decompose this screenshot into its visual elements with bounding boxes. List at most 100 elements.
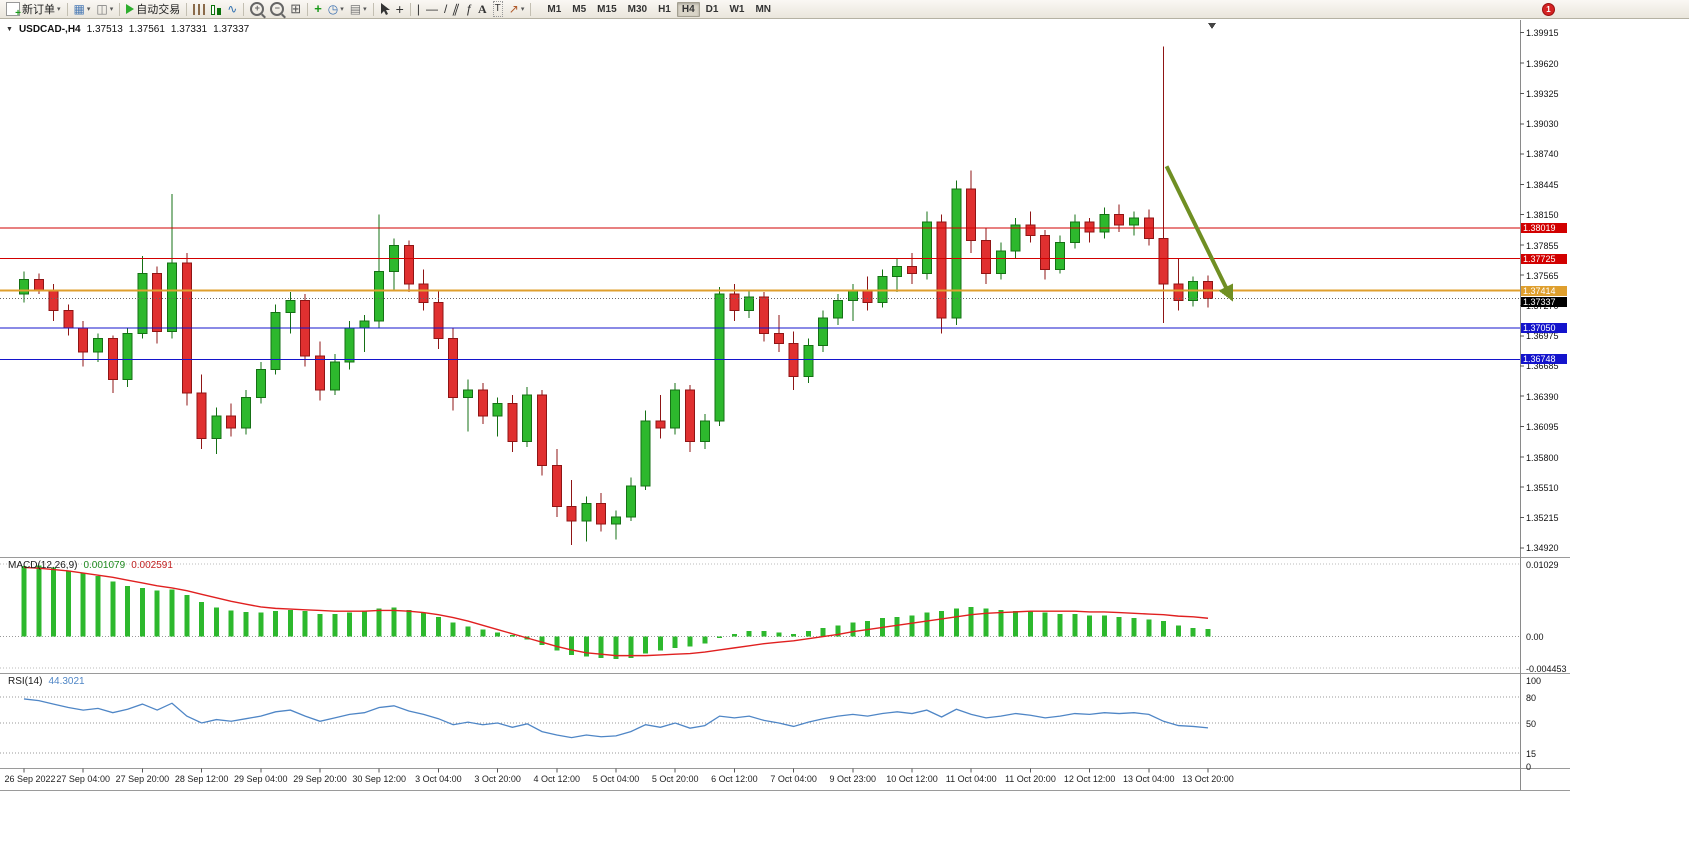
timeframe-toolbar: M1 M5 M15 M30 H1 H4 D1 W1 MN xyxy=(542,1,776,17)
macd-scale-label: 0.00 xyxy=(1526,632,1544,643)
time-axis-label: 13 Oct 20:00 xyxy=(1182,774,1234,784)
time-axis-label: 26 Sep 2022 xyxy=(4,774,56,784)
zoom-out-button[interactable]: − xyxy=(267,1,287,18)
fibonacci-button[interactable]: ƒ xyxy=(462,1,475,18)
rsi-value: 44.3021 xyxy=(48,676,85,687)
autotrade-label: 自动交易 xyxy=(136,4,181,16)
text-button[interactable]: A xyxy=(475,1,490,18)
macd-signal-value: 0.002591 xyxy=(131,560,173,571)
line-chart-button[interactable]: ∿ xyxy=(224,1,240,18)
time-axis-label: 27 Sep 20:00 xyxy=(115,774,170,784)
label-button[interactable]: T xyxy=(490,1,506,18)
fibonacci-icon: ƒ xyxy=(465,2,472,16)
chevron-down-icon: ▾ xyxy=(363,6,367,13)
chart-plot[interactable] xyxy=(0,20,1570,792)
arrows-button[interactable]: ↗ ▾ xyxy=(506,1,528,18)
macd-main-value: 0.001079 xyxy=(83,560,126,571)
cursor-button[interactable] xyxy=(377,1,393,18)
timeframe-button-d1[interactable]: D1 xyxy=(705,3,719,15)
timeframe-button-w1[interactable]: W1 xyxy=(729,3,745,15)
channel-icon: ∥ xyxy=(451,2,462,16)
price-axis-label: 1.38445 xyxy=(1526,179,1559,190)
zoom-out-icon: − xyxy=(270,2,285,16)
ohlc-low: 1.37331 xyxy=(170,24,208,35)
rsi-scale-label: 0 xyxy=(1526,761,1532,772)
zoom-in-button[interactable]: + xyxy=(247,1,267,18)
new-chart-icon: ▦ xyxy=(73,2,85,16)
time-axis-label: 5 Oct 04:00 xyxy=(592,774,640,784)
time-axis[interactable]: 26 Sep 2022 27 Sep 04:00 27 Sep 20:00 28 Se… xyxy=(0,769,1570,791)
price-scale[interactable]: 1.39915 1.39620 1.39325 1.39030 1.38740 1.384… xyxy=(1520,20,1570,772)
price-axis-label: 1.39915 xyxy=(1526,28,1559,39)
timeframe-button-h4[interactable]: H4 xyxy=(676,1,700,17)
tile-windows-button[interactable]: ⊞ xyxy=(287,1,304,18)
price-axis-label: 1.38740 xyxy=(1526,149,1559,160)
toolbar-separator xyxy=(372,2,374,16)
macd-label: MACD(12,26,9) xyxy=(8,560,78,571)
chart-window[interactable]: ▼ USDCAD-,H4 1.37513 1.37561 1.37331 1.3… xyxy=(0,20,1570,792)
zoom-in-icon: + xyxy=(250,2,265,16)
new-order-button[interactable]: 新订单 ▾ xyxy=(3,1,64,19)
crosshair-button[interactable]: + xyxy=(393,1,407,18)
chevron-down-icon: ▾ xyxy=(109,6,114,13)
trendline-button[interactable]: / xyxy=(441,1,450,18)
arrow-icon: ↗ xyxy=(508,2,519,16)
macd-histogram xyxy=(21,565,1211,660)
timeframe-button-h1[interactable]: H1 xyxy=(658,3,671,15)
macd-scale-label: 0.01029 xyxy=(1526,559,1559,570)
autotrade-button[interactable]: 自动交易 xyxy=(123,1,183,18)
price-axis-label: 1.36390 xyxy=(1526,391,1559,402)
panel-resize-handle[interactable] xyxy=(0,555,1570,559)
panel-resize-handle[interactable] xyxy=(0,671,1570,675)
collapse-icon[interactable]: ▼ xyxy=(6,26,13,33)
new-chart-button[interactable]: ▦ ▾ xyxy=(71,1,94,18)
play-icon xyxy=(126,4,135,14)
price-axis-label: 1.35510 xyxy=(1526,482,1559,493)
timeframe-button-mn[interactable]: MN xyxy=(755,3,772,15)
toolbar-separator xyxy=(243,2,245,16)
level-price-badge: 1.38019 xyxy=(1521,223,1567,234)
price-axis-label: 1.37855 xyxy=(1526,240,1559,251)
profiles-button[interactable]: ◫ ▾ xyxy=(93,1,116,18)
rsi-label: RSI(14) xyxy=(8,676,43,687)
time-axis-label: 6 Oct 12:00 xyxy=(711,774,758,784)
vertical-line-button[interactable]: | xyxy=(414,1,423,18)
macd-signal-line xyxy=(23,566,1209,657)
bar-chart-button[interactable] xyxy=(190,1,208,18)
trend-arrow-annotation[interactable] xyxy=(1164,165,1234,302)
chevron-down-icon: ▾ xyxy=(57,6,61,13)
periods-button[interactable]: ◷ ▾ xyxy=(325,1,347,18)
macd-header: MACD(12,26,9) 0.001079 0.002591 xyxy=(8,560,173,571)
time-axis-label: 3 Oct 20:00 xyxy=(474,774,521,784)
connection-status-icon[interactable]: 1 xyxy=(1542,3,1555,16)
time-axis-label: 29 Sep 04:00 xyxy=(234,774,288,784)
time-axis-label: 29 Sep 20:00 xyxy=(293,774,347,784)
toolbar: 新订单 ▾ ▦ ▾ ◫ ▾ 自动交易 ∿ + − xyxy=(0,0,1689,19)
indicators-button[interactable]: + xyxy=(311,1,325,18)
toolbar-separator xyxy=(186,2,188,16)
price-axis-label: 1.38150 xyxy=(1526,210,1559,221)
price-axis-label: 1.37565 xyxy=(1526,270,1559,281)
candlesticks xyxy=(19,46,1213,545)
time-axis-label: 12 Oct 12:00 xyxy=(1063,774,1116,784)
horizontal-line-button[interactable]: — xyxy=(423,1,441,18)
candle-chart-button[interactable] xyxy=(208,1,224,18)
price-axis-label: 1.36975 xyxy=(1526,331,1559,342)
chevron-down-icon: ▾ xyxy=(520,6,525,13)
toolbar-separator xyxy=(307,2,309,16)
price-axis-label: 1.39325 xyxy=(1526,89,1559,99)
timeframe-button-m1[interactable]: M1 xyxy=(547,3,562,15)
timeframe-button-m30[interactable]: M30 xyxy=(627,3,648,15)
channel-button[interactable]: ∥ xyxy=(450,1,462,18)
rsi-scale-label: 100 xyxy=(1526,675,1542,686)
timeframe-button-m5[interactable]: M5 xyxy=(572,3,587,15)
chart-shift-marker[interactable] xyxy=(1208,23,1216,29)
templates-button[interactable]: ▤ ▾ xyxy=(347,1,370,18)
clock-icon: ◷ xyxy=(327,2,339,16)
trendline-icon: / xyxy=(443,2,448,16)
candlestick-icon xyxy=(211,3,222,15)
symbol-period-label: USDCAD-,H4 xyxy=(18,24,81,35)
price-axis-label: 1.34920 xyxy=(1526,543,1559,554)
timeframe-button-m15[interactable]: M15 xyxy=(597,3,617,15)
